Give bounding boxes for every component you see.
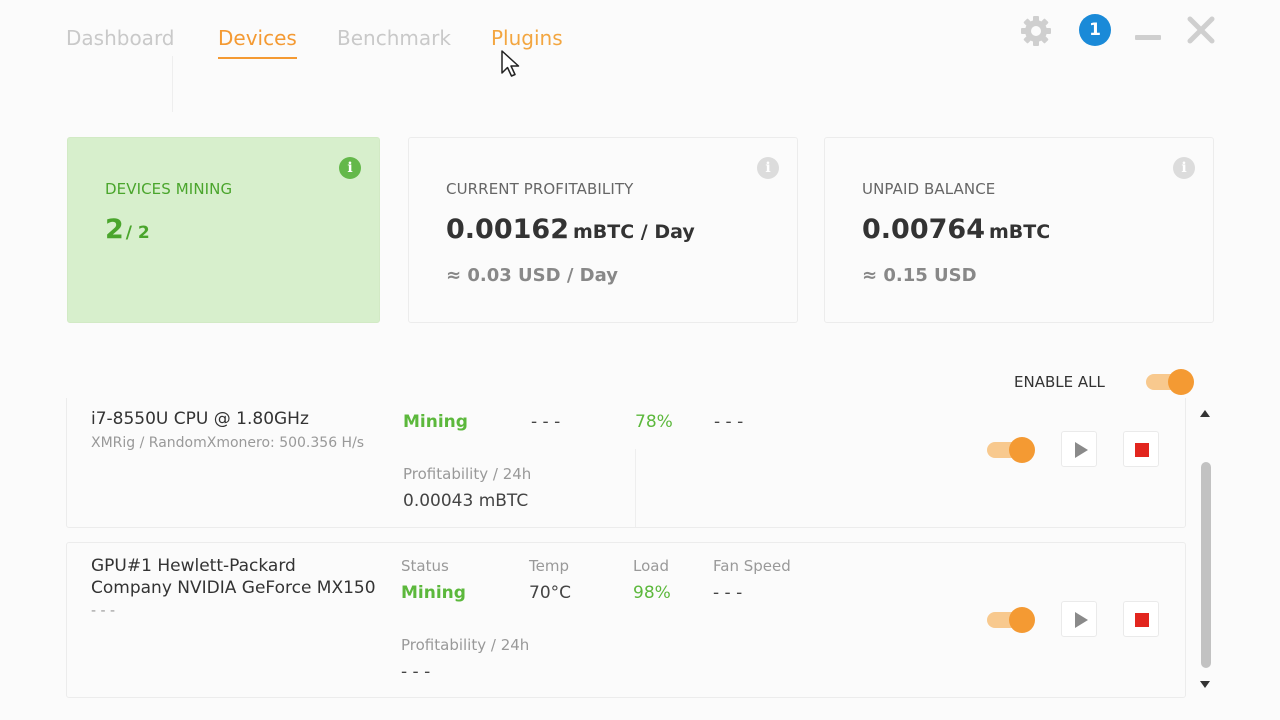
info-icon[interactable]: i <box>1173 157 1195 179</box>
enable-all-toggle[interactable] <box>1146 369 1194 395</box>
stop-button[interactable] <box>1123 431 1159 467</box>
device-profit: 0.00043 mBTC <box>403 491 529 511</box>
device-status: Mining <box>403 412 468 432</box>
device-fan: - - - <box>714 412 744 432</box>
info-icon[interactable]: i <box>757 157 779 179</box>
devices-mining-card: i DEVICES MINING 2/ 2 <box>67 137 380 323</box>
tab-dashboard[interactable]: Dashboard <box>66 26 175 50</box>
tab-benchmark[interactable]: Benchmark <box>337 26 451 50</box>
balance-usd: ≈ 0.15 USD <box>862 265 977 286</box>
scroll-down-arrow[interactable] <box>1200 681 1210 688</box>
device-temp: - - - <box>531 412 561 432</box>
profit-header: Profitability / 24h <box>403 465 532 483</box>
balance-unit: mBTC <box>988 221 1051 243</box>
profitability-number: 0.00162 <box>446 214 569 245</box>
device-temp: 70°C <box>529 583 572 603</box>
device-load: 78% <box>635 412 673 432</box>
device-load: 98% <box>633 583 671 603</box>
devices-mining-count: 2 <box>105 214 124 245</box>
device-toggle[interactable] <box>987 607 1035 633</box>
device-fan: - - - <box>713 583 743 603</box>
device-name: GPU#1 Hewlett-Packard <box>91 556 296 576</box>
active-tab-underline <box>218 57 297 59</box>
profitability-value: 0.00162 mBTC / Day <box>446 214 695 245</box>
tab-plugins[interactable]: Plugins <box>491 26 563 50</box>
tab-label: Plugins <box>491 26 563 50</box>
devices-mining-total: / 2 <box>125 223 150 243</box>
device-toggle[interactable] <box>987 437 1035 463</box>
enable-all-label: ENABLE ALL <box>1014 373 1105 391</box>
device-algorithm: - - - <box>91 603 116 619</box>
play-button[interactable] <box>1061 601 1097 637</box>
close-icon[interactable] <box>1186 15 1216 45</box>
load-header: Load <box>633 557 669 575</box>
gear-icon[interactable] <box>1018 13 1054 49</box>
balance-number: 0.00764 <box>862 214 985 245</box>
status-header: Status <box>401 557 449 575</box>
profitability-usd: ≈ 0.03 USD / Day <box>446 265 618 286</box>
mouse-cursor-icon <box>501 50 520 77</box>
device-algorithm: XMRig / RandomXmonero: 500.356 H/s <box>91 435 365 451</box>
toggle-knob <box>1168 369 1194 395</box>
notification-badge[interactable]: 1 <box>1079 14 1111 46</box>
tab-label: Dashboard <box>66 26 175 50</box>
profitability-card: i CURRENT PROFITABILITY 0.00162 mBTC / Da… <box>408 137 798 323</box>
scroll-up-arrow[interactable] <box>1200 410 1210 417</box>
device-name: i7-8550U CPU @ 1.80GHz <box>91 409 309 429</box>
device-profit: - - - <box>401 662 431 682</box>
info-icon[interactable]: i <box>339 157 361 179</box>
unpaid-balance-card: i UNPAID BALANCE 0.00764 mBTC ≈ 0.15 USD <box>824 137 1214 323</box>
balance-value: 0.00764 mBTC <box>862 214 1050 245</box>
tab-devices[interactable]: Devices <box>218 26 297 59</box>
stop-button[interactable] <box>1123 601 1159 637</box>
notification-count: 1 <box>1089 20 1101 40</box>
toggle-knob <box>1009 607 1035 633</box>
temp-header: Temp <box>529 557 569 575</box>
divider <box>172 56 173 112</box>
fan-header: Fan Speed <box>713 557 791 575</box>
scrollbar-thumb[interactable] <box>1201 462 1211 668</box>
card-label: CURRENT PROFITABILITY <box>446 180 634 198</box>
card-label: UNPAID BALANCE <box>862 180 996 198</box>
play-button[interactable] <box>1061 431 1097 467</box>
devices-mining-value: 2/ 2 <box>105 214 150 245</box>
device-card-cpu: Intel(R) Core(TM) i7-8550U CPU @ 1.80GHz… <box>66 398 1186 528</box>
minimize-icon[interactable] <box>1135 30 1161 56</box>
profit-header: Profitability / 24h <box>401 636 530 654</box>
tab-label: Devices <box>218 26 297 50</box>
device-name-line2: Company NVIDIA GeForce MX150 <box>91 578 376 598</box>
device-card-gpu: GPU#1 Hewlett-Packard Company NVIDIA GeF… <box>66 542 1186 698</box>
device-list: Intel(R) Core(TM) i7-8550U CPU @ 1.80GHz… <box>66 398 1186 702</box>
toggle-knob <box>1009 437 1035 463</box>
card-label: DEVICES MINING <box>105 180 233 198</box>
profitability-unit: mBTC / Day <box>572 221 695 243</box>
divider <box>635 449 636 527</box>
tab-label: Benchmark <box>337 26 451 50</box>
device-status: Mining <box>401 583 466 603</box>
